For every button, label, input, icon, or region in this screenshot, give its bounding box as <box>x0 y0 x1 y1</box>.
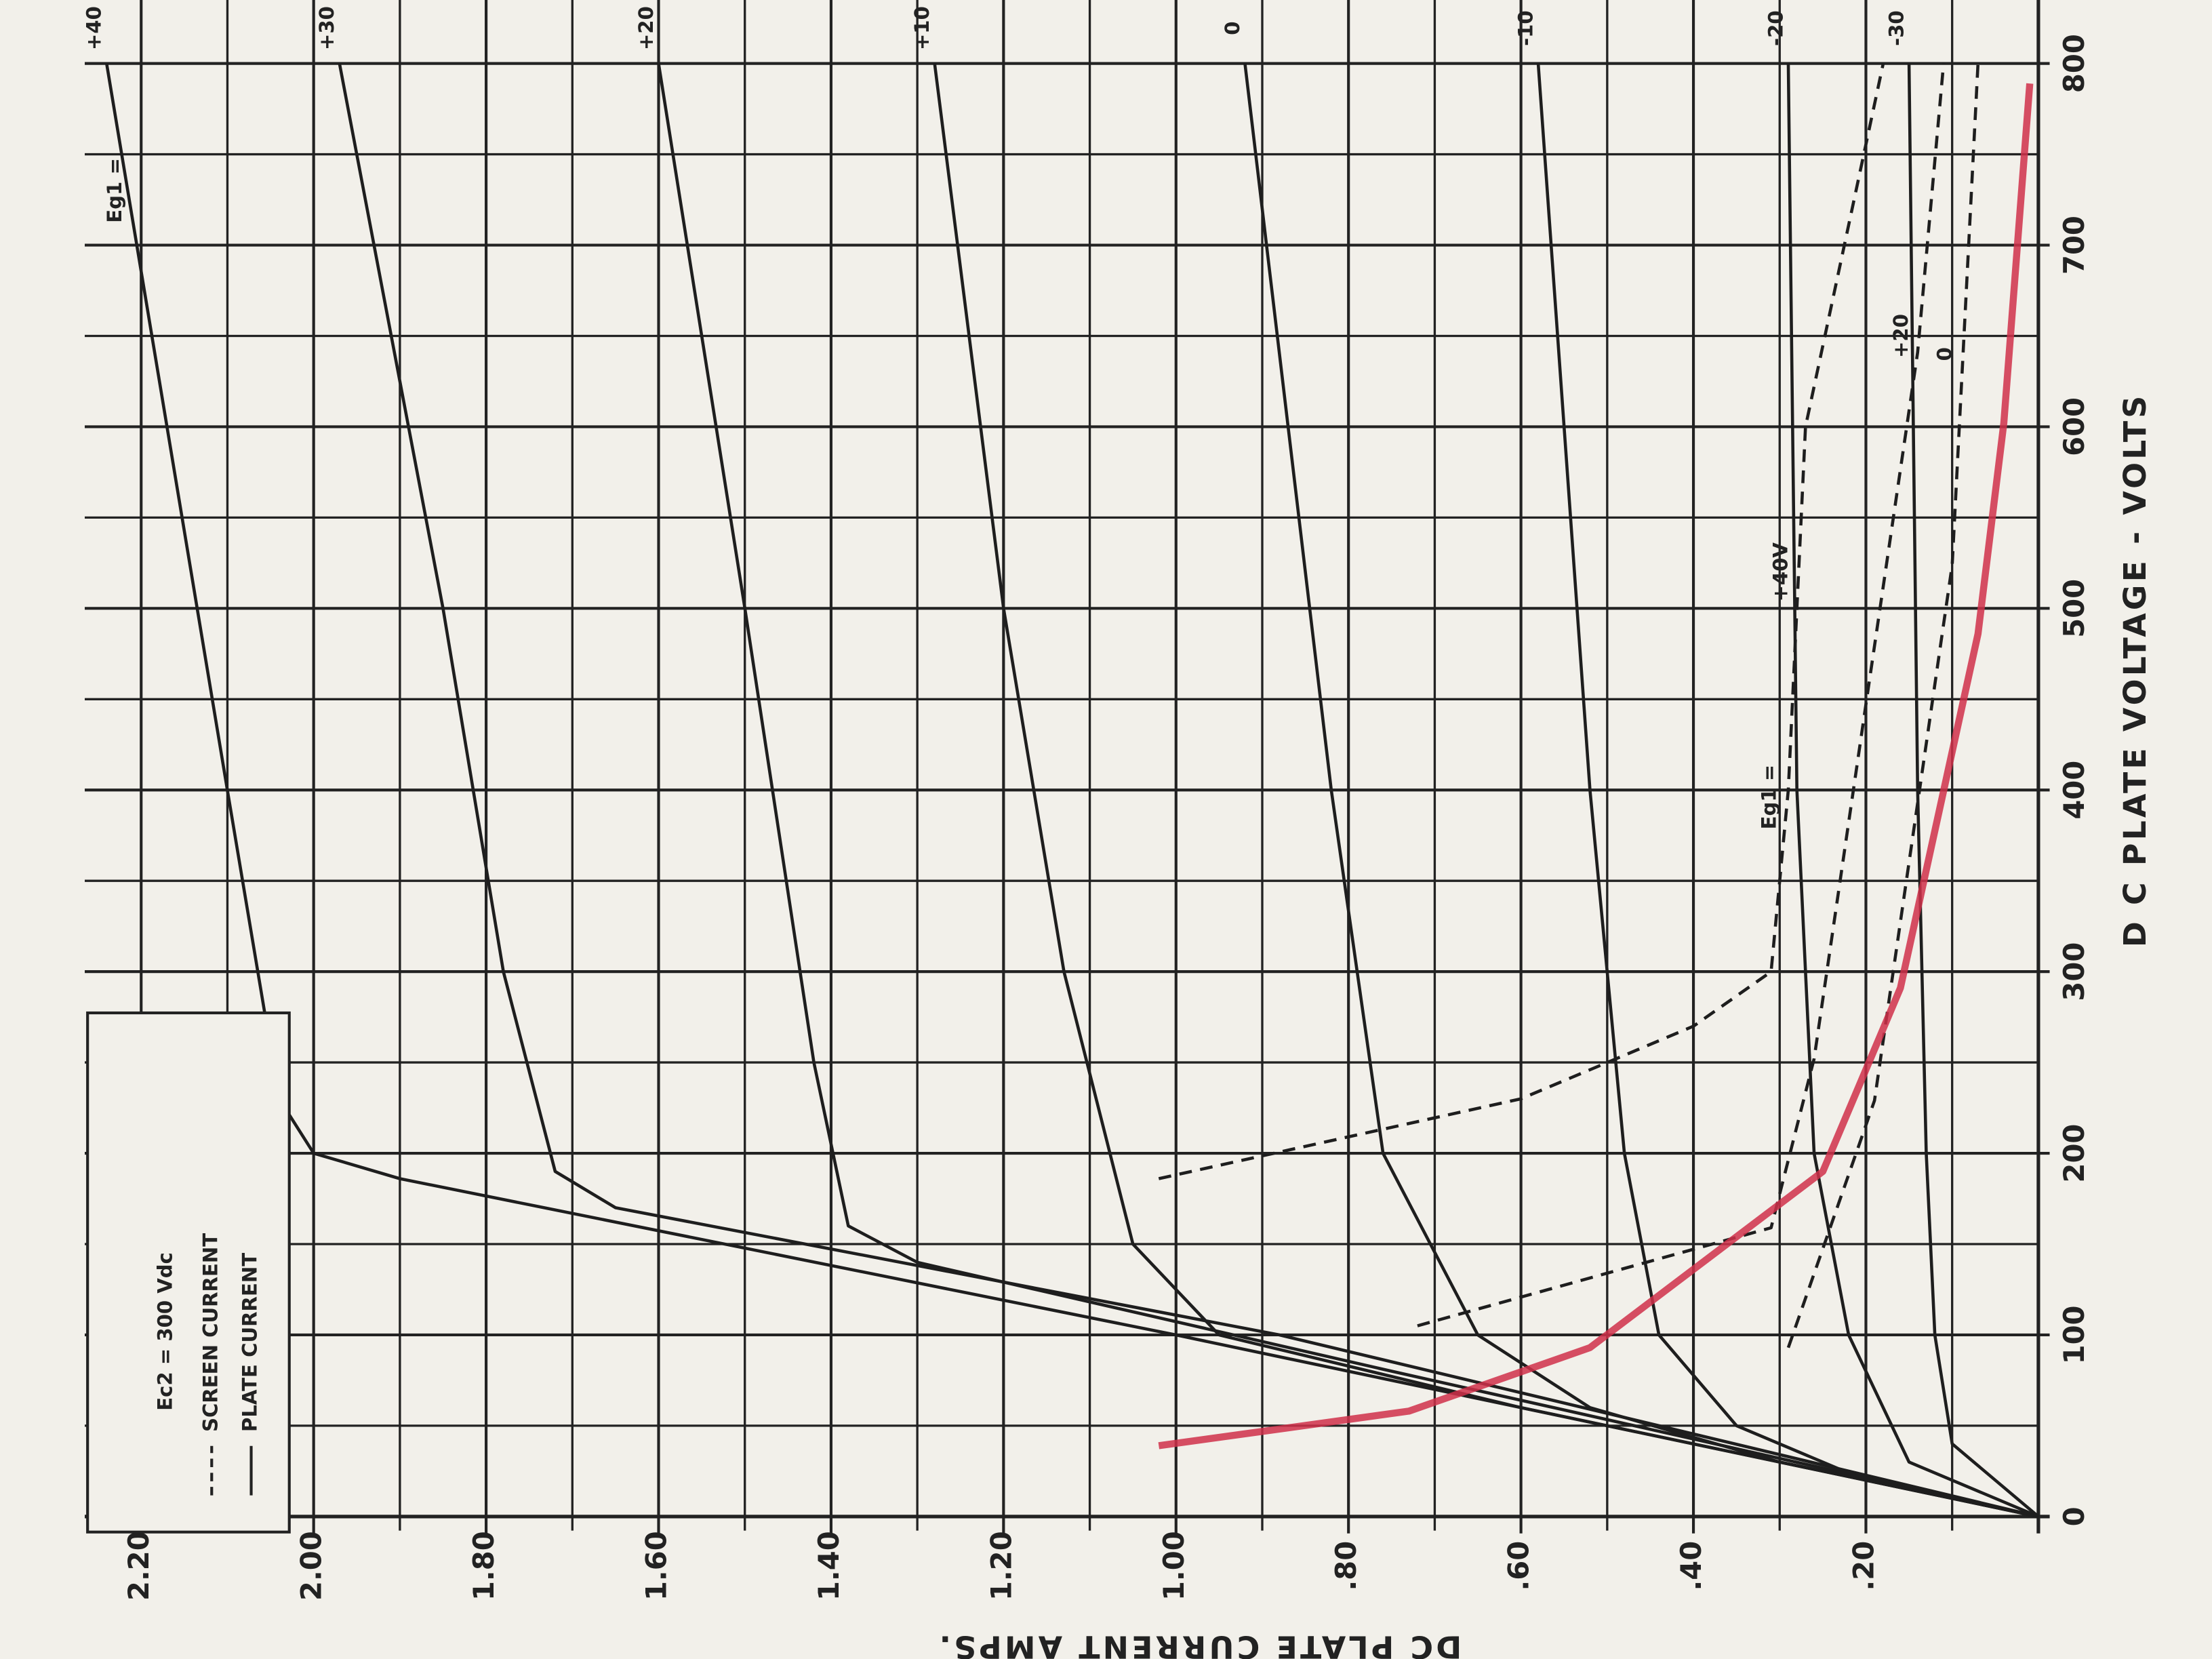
legend-item: SCREEN CURRENT <box>199 1233 222 1432</box>
series-label: -10 <box>1514 10 1537 46</box>
series-line <box>933 63 2039 1519</box>
annotation: Eg1 = <box>1758 765 1781 830</box>
series-line <box>657 63 2039 1519</box>
x-tick-label: 700 <box>2057 216 2091 275</box>
y-tick-label: 1.00 <box>1157 1531 1190 1601</box>
y-tick-label: .60 <box>1502 1541 1535 1591</box>
y-tick-label: 1.20 <box>984 1531 1018 1601</box>
series-label: -30 <box>1885 10 1908 46</box>
y-tick-label: 1.60 <box>640 1531 673 1601</box>
grid: 0 100 200 300 400 500 600 700 800 .20 .40 .60 .80 1.0… <box>85 0 2091 1601</box>
series-label: +30 <box>315 6 338 50</box>
series-line <box>1158 83 2034 1450</box>
y-tick-label: .40 <box>1674 1541 1708 1591</box>
series-label: +10 <box>910 6 933 50</box>
y-tick-label: 2.20 <box>122 1531 155 1601</box>
series-line <box>1158 63 1885 1180</box>
x-tick-label: 400 <box>2057 761 2091 820</box>
y-tick-label: .20 <box>1847 1541 1880 1591</box>
series-line <box>1786 63 1980 1348</box>
x-tick-label: 600 <box>2057 397 2091 456</box>
legend-item: PLATE CURRENT <box>239 1253 262 1432</box>
x-tick-label: 300 <box>2057 942 2091 1001</box>
series-line <box>1536 63 2039 1519</box>
series-label: +40 <box>83 6 106 50</box>
series-line <box>1243 63 2039 1519</box>
y-tick-label: 1.40 <box>812 1531 845 1601</box>
series-label: +40V <box>1769 542 1792 602</box>
y-tick-label: 1.80 <box>467 1531 500 1601</box>
series-line <box>1907 63 2040 1518</box>
x-tick-label: 0 <box>2057 1506 2091 1526</box>
series-line <box>105 63 2039 1519</box>
series-label: 0 <box>1221 21 1244 35</box>
y-axis-title: DC PLATE CURRENT AMPS. <box>936 1629 1462 1659</box>
series-label: +20 <box>635 6 658 50</box>
annotation: Eg1 = <box>103 158 126 223</box>
series-label: 0 <box>1933 347 1956 361</box>
series-line <box>1417 63 1946 1327</box>
x-tick-label: 200 <box>2057 1124 2091 1183</box>
x-tick-label: 500 <box>2057 579 2091 638</box>
x-axis-title: D C PLATE VOLTAGE - VOLTS <box>2117 393 2153 948</box>
series-label: +20 <box>1889 314 1912 358</box>
legend-box <box>86 1011 291 1534</box>
y-tick-label: 2.00 <box>295 1531 328 1601</box>
x-tick-label: 100 <box>2057 1306 2091 1365</box>
series-line <box>338 63 2039 1519</box>
x-tick-label: 800 <box>2057 34 2091 93</box>
curves: +40 +30 +20 +10 0 -10 -20 -30 +40V +20 0 <box>83 6 2040 1519</box>
series-label: -20 <box>1764 10 1787 46</box>
y-tick-label: .80 <box>1329 1541 1363 1591</box>
legend-title: Ec2 = 300 Vdc <box>154 1252 177 1411</box>
